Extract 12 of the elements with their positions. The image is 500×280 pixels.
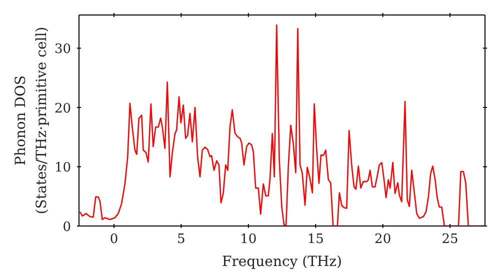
x-axis-title: Frequency (THz) [222, 254, 342, 270]
x-tick-label: 20 [374, 232, 392, 247]
x-tick-label: 5 [177, 232, 186, 247]
x-tick-label: 10 [240, 232, 257, 247]
x-tick-label: 25 [442, 232, 458, 247]
x-tick-label: 0 [110, 232, 118, 247]
y-tick-label: 10 [54, 160, 71, 176]
y-tick-label: 0 [62, 220, 71, 235]
y-tick-label: 20 [54, 101, 71, 116]
y-axis-title: Phonon DOS (States/THz·primitive cell) [13, 26, 50, 214]
x-tick-label: 15 [307, 232, 324, 247]
y-tick-label: 30 [54, 42, 71, 58]
